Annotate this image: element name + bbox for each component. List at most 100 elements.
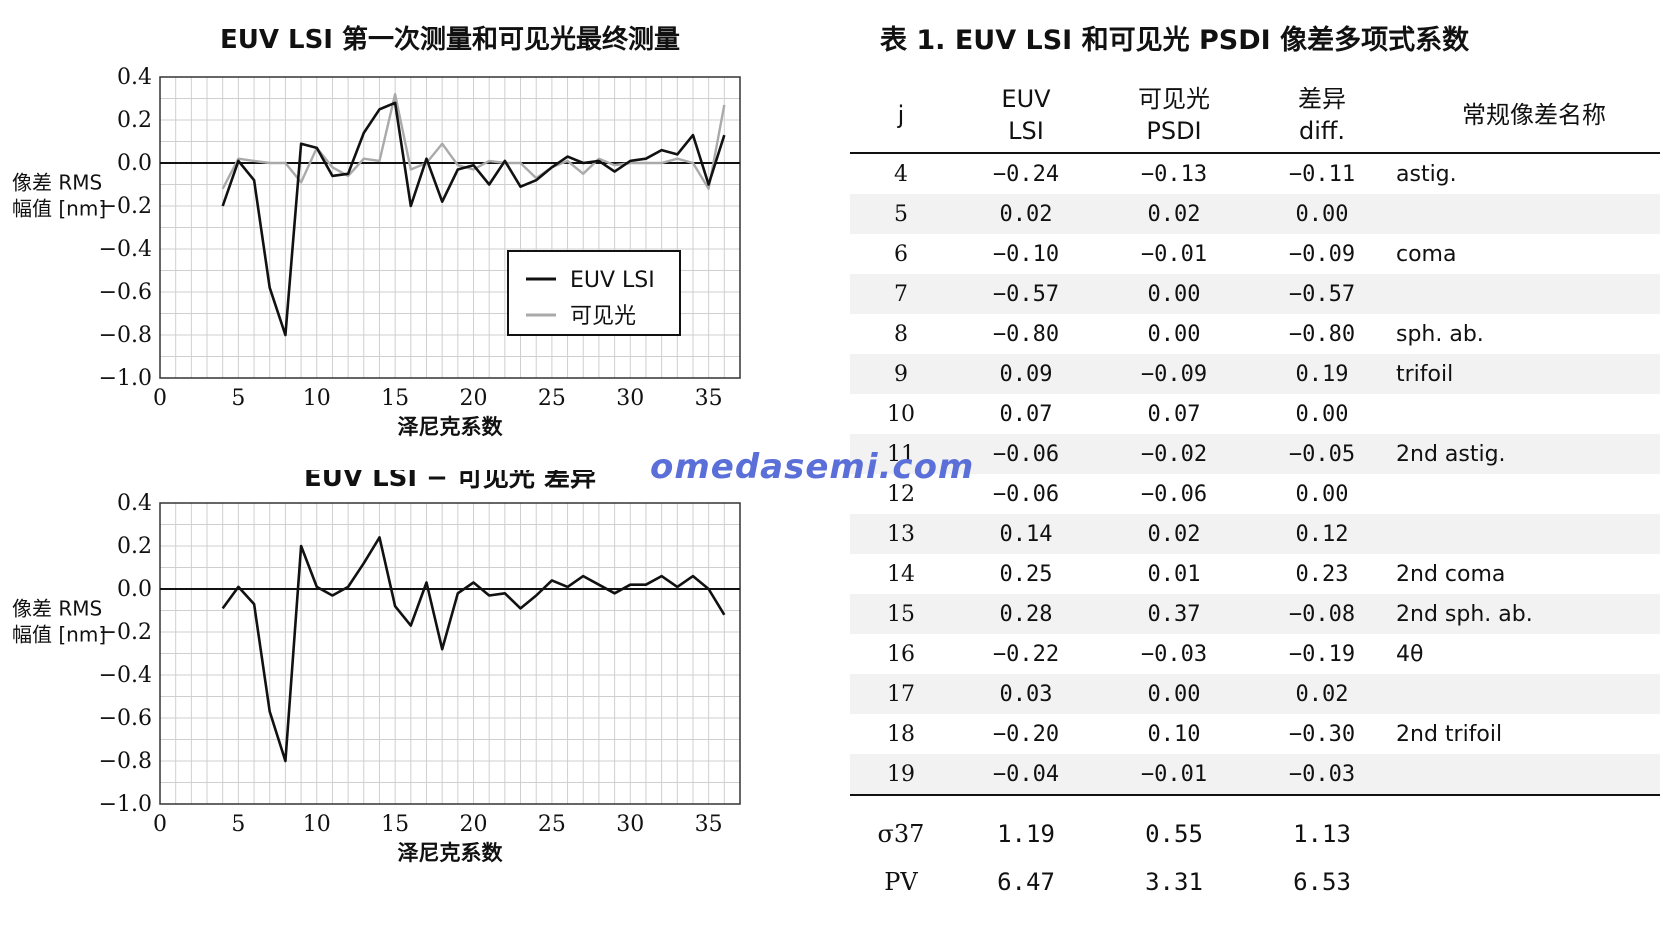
summary-row: σ37 1.19 0.55 1.13 — [850, 794, 1660, 858]
column-header: 可见光 PSDI — [1138, 85, 1210, 145]
x-tick-label: 5 — [231, 386, 245, 411]
value-cell: 0.00 — [1100, 674, 1248, 714]
chart-title: EUV LSI − 可见光 差异 — [304, 470, 596, 493]
table-row: 17 0.03 0.00 0.02 — [850, 674, 1660, 714]
value-cell: −0.01 — [1100, 754, 1248, 795]
x-tick-label: 30 — [616, 386, 644, 411]
value-cell: 0.23 — [1295, 561, 1349, 587]
value-cell: −0.05 — [1248, 434, 1396, 474]
table-footer: σ37 1.19 0.55 1.13 PV 6.47 3.31 6.53 — [850, 794, 1660, 906]
value-cell: 0.03 — [952, 674, 1100, 714]
value-cell: 0.10 — [1147, 721, 1201, 747]
aberration-name-cell: sph. ab. — [1396, 321, 1484, 347]
column-header: j — [897, 101, 905, 129]
value-cell: 0.28 — [952, 594, 1100, 634]
summary-row: PV 6.47 3.31 6.53 — [850, 858, 1660, 906]
bottom-chart-svg: EUV LSI − 可见光 差异 0 5 10 15 20 25 30 35 0.4 0.2 0.0 −… — [12, 462, 741, 865]
summary-value-cell: 1.13 — [1248, 794, 1396, 858]
value-cell: 0.25 — [999, 561, 1053, 587]
x-tick-label: 5 — [231, 812, 245, 837]
y-axis-label-line2: 幅值 [nm] — [12, 196, 106, 220]
value-cell: −0.57 — [952, 274, 1100, 314]
table-row: 19 −0.04 −0.01 −0.03 — [850, 754, 1660, 795]
series-line-1 — [221, 92, 726, 191]
value-cell: 0.14 — [952, 514, 1100, 554]
value-cell: −0.09 — [1288, 241, 1356, 267]
x-tick-label: 25 — [538, 386, 566, 411]
x-tick-label: 20 — [460, 812, 488, 837]
value-cell: −0.06 — [1140, 481, 1208, 507]
table-row: 13 0.14 0.02 0.12 — [850, 514, 1660, 554]
y-axis-label-line2: 幅值 [nm] — [12, 622, 106, 646]
series-line-0 — [221, 536, 726, 763]
value-cell: −0.06 — [992, 481, 1060, 507]
row-index-cell: 16 — [887, 641, 915, 667]
summary-value-cell: 0.55 — [1100, 794, 1248, 858]
coefficient-table-panel: 表 1. EUV LSI 和可见光 PSDI 像差多项式系数 j EUV LSI 可见… — [850, 10, 1662, 930]
y-tick-label: 0.2 — [117, 534, 152, 559]
aberration-name-cell — [1396, 194, 1660, 234]
value-cell: 0.00 — [1248, 194, 1396, 234]
value-cell: −0.10 — [992, 241, 1060, 267]
row-index-cell: 17 — [850, 674, 952, 714]
value-cell: 0.07 — [1147, 401, 1201, 427]
table-body: 4 −0.24 −0.13 −0.11 astig. 5 0.02 0.02 0.00 6 −0.1… — [850, 153, 1660, 795]
value-cell: −0.20 — [992, 721, 1060, 747]
y-tick-label: −1.0 — [99, 366, 152, 391]
x-tick-label: 10 — [303, 386, 331, 411]
summary-value-cell: 6.53 — [1293, 868, 1351, 896]
y-tick-label: −0.8 — [99, 323, 152, 348]
column-header: EUV LSI — [1001, 85, 1051, 145]
summary-empty-cell — [1396, 794, 1660, 858]
row-index-cell: 11 — [850, 434, 952, 474]
value-cell: 0.01 — [1147, 561, 1201, 587]
aberration-name-cell: 2nd trifoil — [1396, 721, 1503, 747]
y-tick-label: −0.6 — [99, 706, 152, 731]
value-cell: −0.19 — [1288, 641, 1356, 667]
plot-frame — [159, 502, 741, 805]
watermark-text: omedasemi.com — [650, 447, 975, 487]
plot-frame — [159, 76, 741, 379]
table-row: 12 −0.06 −0.06 0.00 — [850, 474, 1660, 514]
table-row: 5 0.02 0.02 0.00 — [850, 194, 1660, 234]
table-row: 16 −0.22 −0.03 −0.19 4θ — [850, 634, 1660, 674]
aberration-name-cell — [1396, 274, 1660, 314]
legend-entry: EUV LSI — [570, 268, 655, 293]
table-row: 10 0.07 0.07 0.00 — [850, 394, 1660, 434]
aberration-name-cell — [1396, 674, 1660, 714]
row-index-cell: 18 — [887, 721, 915, 747]
y-tick-label: −1.0 — [99, 792, 152, 817]
value-cell: −0.22 — [992, 641, 1060, 667]
value-cell: −0.80 — [1288, 321, 1356, 347]
y-tick-label: −0.6 — [99, 280, 152, 305]
row-index-cell: 19 — [850, 754, 952, 795]
top-chart-svg: EUV LSI 第一次测量和可见光最终测量 0 5 10 15 20 25 30 35 0.4 0.… — [12, 24, 741, 439]
table-row: 6 −0.10 −0.01 −0.09 coma — [850, 234, 1660, 274]
row-index-cell: 15 — [850, 594, 952, 634]
value-cell: 0.07 — [999, 401, 1053, 427]
y-tick-label: 0.2 — [117, 108, 152, 133]
row-index-cell: 13 — [850, 514, 952, 554]
x-tick-label: 35 — [695, 812, 723, 837]
aberration-name-cell: trifoil — [1396, 354, 1660, 394]
value-cell: −0.06 — [952, 434, 1100, 474]
y-tick-label: −0.8 — [99, 749, 152, 774]
y-tick-label: −0.4 — [99, 663, 152, 688]
x-tick-label: 0 — [153, 386, 167, 411]
table-row: 9 0.09 −0.09 0.19 trifoil — [850, 354, 1660, 394]
row-index-cell: 10 — [887, 401, 915, 427]
aberration-name-cell: 4θ — [1396, 641, 1424, 667]
summary-label-cell: PV — [884, 868, 918, 896]
value-cell: 0.02 — [1100, 194, 1248, 234]
value-cell: 0.19 — [1248, 354, 1396, 394]
x-tick-label: 35 — [695, 386, 723, 411]
aberration-name-cell: 2nd coma — [1396, 561, 1506, 587]
row-index-cell: 14 — [887, 561, 915, 587]
y-tick-label: −0.4 — [99, 237, 152, 262]
table-row: 4 −0.24 −0.13 −0.11 astig. — [850, 153, 1660, 194]
row-index-cell: 5 — [850, 194, 952, 234]
x-tick-label: 10 — [303, 812, 331, 837]
legend-entry: 可见光 — [570, 304, 636, 329]
summary-value-cell: 3.31 — [1145, 868, 1203, 896]
value-cell: −0.80 — [992, 321, 1060, 347]
